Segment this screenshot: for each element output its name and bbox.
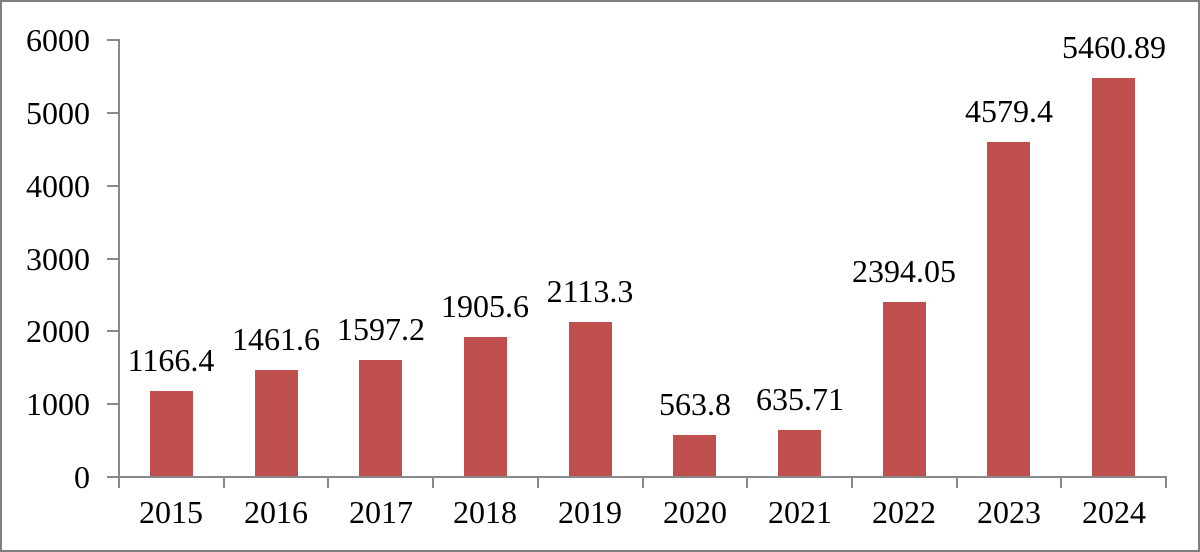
x-axis-category-label: 2016 xyxy=(244,494,308,530)
y-axis-tick xyxy=(107,403,118,405)
y-axis-tick-label: 0 xyxy=(74,459,90,495)
x-axis-tick xyxy=(432,478,434,488)
bar-value-label: 5460.89 xyxy=(1062,29,1166,65)
bar-2015 xyxy=(150,391,193,476)
x-axis-line xyxy=(118,476,1167,478)
y-axis-line xyxy=(118,39,120,478)
x-axis-tick xyxy=(746,478,748,488)
bar-2021 xyxy=(778,430,821,476)
x-axis-tick xyxy=(642,478,644,488)
bar-value-label: 635.71 xyxy=(756,381,844,417)
y-axis-tick-label: 3000 xyxy=(26,241,90,277)
x-axis-tick xyxy=(1165,478,1167,488)
x-axis-category-label: 2015 xyxy=(139,494,203,530)
y-axis-tick-label: 1000 xyxy=(26,386,90,422)
bar-2023 xyxy=(987,142,1030,476)
x-axis-category-label: 2021 xyxy=(768,494,832,530)
x-axis-category-label: 2024 xyxy=(1082,494,1146,530)
x-axis-tick xyxy=(851,478,853,488)
x-axis-tick xyxy=(537,478,539,488)
y-axis-tick xyxy=(107,185,118,187)
bar-2018 xyxy=(464,337,507,476)
bar-2024 xyxy=(1092,78,1135,476)
y-axis-tick xyxy=(107,39,118,41)
x-axis-tick xyxy=(118,478,120,488)
bar-value-label: 563.8 xyxy=(659,386,731,422)
x-axis-category-label: 2022 xyxy=(872,494,936,530)
bar-value-label: 1461.6 xyxy=(232,321,320,357)
y-axis-tick-label: 2000 xyxy=(26,313,90,349)
x-axis-tick xyxy=(327,478,329,488)
x-axis-category-label: 2017 xyxy=(349,494,413,530)
bar-2022 xyxy=(883,302,926,476)
bar-value-label: 2113.3 xyxy=(546,273,634,309)
bar-2019 xyxy=(569,322,612,476)
x-axis-category-label: 2019 xyxy=(558,494,622,530)
x-axis-category-label: 2018 xyxy=(453,494,517,530)
y-axis-tick-label: 4000 xyxy=(26,168,90,204)
y-axis-tick xyxy=(107,476,118,478)
y-axis-tick xyxy=(107,330,118,332)
bar-value-label: 2394.05 xyxy=(852,253,956,289)
y-axis-tick xyxy=(107,112,118,114)
y-axis-tick-label: 5000 xyxy=(26,95,90,131)
bar-2017 xyxy=(359,360,402,476)
x-axis-category-label: 2023 xyxy=(977,494,1041,530)
y-axis-tick xyxy=(107,258,118,260)
bar-value-label: 4579.4 xyxy=(965,93,1053,129)
x-axis-tick xyxy=(956,478,958,488)
bar-value-label: 1166.4 xyxy=(127,342,215,378)
bar-value-label: 1905.6 xyxy=(441,288,529,324)
x-axis-tick xyxy=(1060,478,1062,488)
x-axis-tick xyxy=(223,478,225,488)
bar-2016 xyxy=(255,370,298,476)
bar-2020 xyxy=(673,435,716,476)
bar-value-label: 1597.2 xyxy=(337,311,425,347)
y-axis-tick-label: 6000 xyxy=(26,22,90,58)
x-axis-category-label: 2020 xyxy=(663,494,727,530)
